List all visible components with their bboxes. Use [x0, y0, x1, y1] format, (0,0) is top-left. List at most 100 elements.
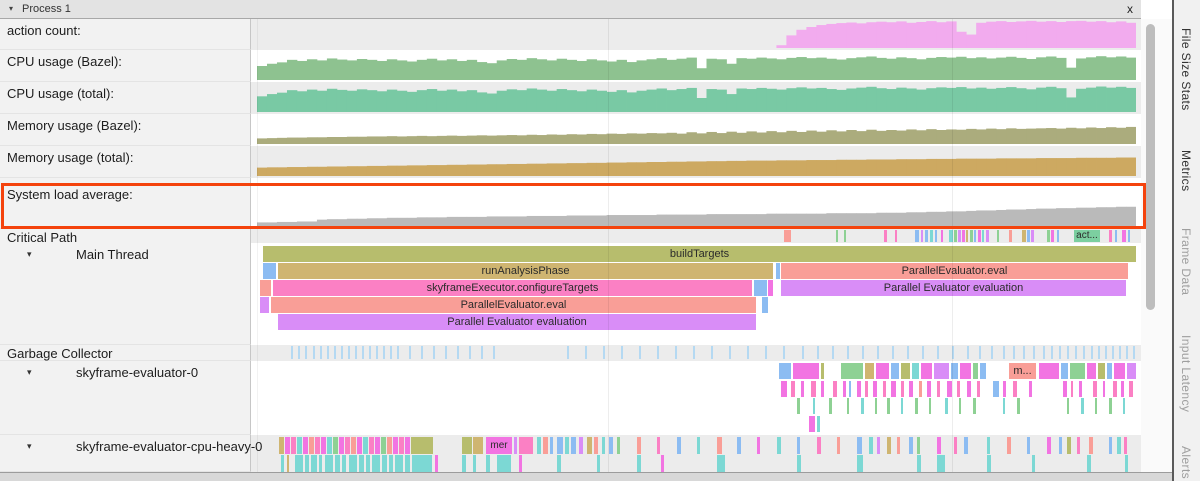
trace-event-sliver[interactable]	[260, 297, 269, 313]
trace-event-sliver[interactable]	[355, 346, 357, 359]
trace-event-sliver[interactable]	[462, 437, 472, 454]
trace-event-sliver[interactable]	[357, 437, 362, 454]
trace-event-sliver[interactable]	[661, 455, 664, 472]
trace-event-sliver[interactable]	[847, 346, 849, 359]
trace-event-sliver[interactable]	[987, 455, 991, 472]
trace-event-sliver[interactable]	[781, 381, 787, 397]
trace-event-sliver[interactable]	[836, 230, 838, 242]
trace-event-sliver[interactable]	[757, 437, 760, 454]
trace-event-sliver[interactable]	[333, 437, 338, 454]
trace-event-sliver[interactable]	[1126, 346, 1128, 359]
trace-event-sliver[interactable]	[1009, 230, 1012, 242]
trace-event-sliver[interactable]	[579, 437, 583, 454]
trace-event-bar[interactable]: runAnalysisPhase	[278, 263, 773, 279]
trace-event-sliver[interactable]	[305, 346, 307, 359]
trace-event-sliver[interactable]	[493, 346, 495, 359]
collapse-arrow-icon[interactable]: ▾	[27, 441, 32, 451]
trace-event-sliver[interactable]	[693, 346, 695, 359]
trace-event-sliver[interactable]	[907, 346, 909, 359]
trace-event-sliver[interactable]	[369, 437, 374, 454]
vertical-scrollbar-thumb[interactable]	[1146, 24, 1155, 310]
trace-event-sliver[interactable]	[366, 455, 370, 472]
trace-event-sliver[interactable]	[405, 437, 410, 454]
trace-event-sliver[interactable]	[376, 346, 378, 359]
trace-event-bar[interactable]: Parallel Evaluator evaluation	[781, 280, 1126, 296]
trace-event-sliver[interactable]	[435, 455, 438, 472]
trace-event-sliver[interactable]	[1003, 398, 1005, 414]
trace-event-sliver[interactable]	[486, 455, 490, 472]
horizontal-scrollbar[interactable]	[0, 472, 1172, 481]
trace-event-sliver[interactable]	[543, 437, 548, 454]
trace-event-sliver[interactable]	[1051, 230, 1054, 242]
chart-cpu-total[interactable]	[251, 82, 1141, 114]
trace-event-sliver[interactable]	[1059, 437, 1062, 454]
trace-event-sliver[interactable]	[1124, 437, 1127, 454]
trace-event-sliver[interactable]	[901, 363, 910, 379]
trace-event-sliver[interactable]	[602, 437, 605, 454]
trace-event-sliver[interactable]	[777, 437, 781, 454]
trace-event-sliver[interactable]	[1063, 381, 1067, 397]
trace-event-sliver[interactable]	[1047, 437, 1051, 454]
trace-event-sliver[interactable]	[737, 437, 741, 454]
trace-event-sliver[interactable]	[1113, 381, 1117, 397]
trace-event-sliver[interactable]	[473, 455, 476, 472]
trace-event-sliver[interactable]	[469, 346, 471, 359]
trace-event-sliver[interactable]	[776, 263, 780, 279]
trace-event-bar[interactable]: mer	[486, 437, 512, 454]
trace-event-sliver[interactable]	[481, 346, 483, 359]
trace-event-sliver[interactable]	[970, 230, 973, 242]
trace-event-sliver[interactable]	[717, 437, 722, 454]
trace-event-sliver[interactable]	[359, 455, 364, 472]
trace-event-sliver[interactable]	[457, 346, 459, 359]
trace-event-sliver[interactable]	[1031, 230, 1034, 242]
trace-event-sliver[interactable]	[637, 455, 641, 472]
trace-event-sliver[interactable]	[729, 346, 731, 359]
trace-event-sliver[interactable]	[519, 455, 522, 472]
trace-event-sliver[interactable]	[1095, 398, 1097, 414]
trace-event-sliver[interactable]	[1079, 381, 1082, 397]
tab-file-size-stats[interactable]: File Size Stats	[1179, 28, 1193, 111]
trace-event-bar[interactable]: Parallel Evaluator evaluation	[278, 314, 756, 330]
trace-event-sliver[interactable]	[980, 363, 986, 379]
chart-cpu-bazel[interactable]	[251, 50, 1141, 82]
collapse-arrow-icon[interactable]: ▾	[27, 249, 32, 259]
trace-event-sliver[interactable]	[298, 346, 300, 359]
trace-event-sliver[interactable]	[954, 437, 957, 454]
collapse-arrow-icon[interactable]: ▾	[27, 367, 32, 377]
trace-event-sliver[interactable]	[1103, 381, 1105, 397]
trace-event-sliver[interactable]	[279, 437, 284, 454]
trace-event-sliver[interactable]	[260, 280, 271, 296]
trace-event-sliver[interactable]	[1107, 363, 1112, 379]
trace-event-sliver[interactable]	[884, 230, 887, 242]
trace-event-sliver[interactable]	[565, 437, 569, 454]
trace-event-sliver[interactable]	[817, 346, 819, 359]
trace-event-sliver[interactable]	[832, 346, 834, 359]
trace-event-sliver[interactable]	[1109, 437, 1112, 454]
trace-event-sliver[interactable]	[997, 230, 999, 242]
trace-event-sliver[interactable]	[754, 280, 767, 296]
trace-event-sliver[interactable]	[405, 455, 410, 472]
trace-event-sliver[interactable]	[977, 381, 980, 397]
trace-event-sliver[interactable]	[809, 416, 815, 432]
trace-event-sliver[interactable]	[941, 230, 943, 242]
lane-label-main-thread[interactable]: ▾ Main Thread	[0, 243, 251, 345]
close-icon[interactable]: x	[1127, 2, 1133, 16]
trace-event-sliver[interactable]	[802, 346, 804, 359]
trace-event-sliver[interactable]	[945, 398, 948, 414]
trace-event-sliver[interactable]	[791, 381, 795, 397]
trace-event-sliver[interactable]	[382, 455, 387, 472]
lane-label-skyframe-evaluator-cpu-heavy-0[interactable]: ▾ skyframe-evaluator-cpu-heavy-0	[0, 435, 262, 472]
trace-event-sliver[interactable]	[954, 230, 957, 242]
tab-metrics[interactable]: Metrics	[1179, 150, 1193, 192]
trace-event-sliver[interactable]	[962, 230, 965, 242]
trace-event-sliver[interactable]	[1109, 398, 1112, 414]
trace-event-sliver[interactable]	[967, 381, 971, 397]
vertical-scrollbar[interactable]	[1141, 19, 1172, 472]
trace-event-sliver[interactable]	[877, 346, 879, 359]
trace-event-sliver[interactable]	[821, 363, 824, 379]
trace-event-sliver[interactable]	[315, 437, 320, 454]
trace-event-sliver[interactable]	[1043, 346, 1045, 359]
trace-event-sliver[interactable]	[421, 346, 423, 359]
trace-event-sliver[interactable]	[297, 437, 302, 454]
trace-event-sliver[interactable]	[973, 363, 978, 379]
